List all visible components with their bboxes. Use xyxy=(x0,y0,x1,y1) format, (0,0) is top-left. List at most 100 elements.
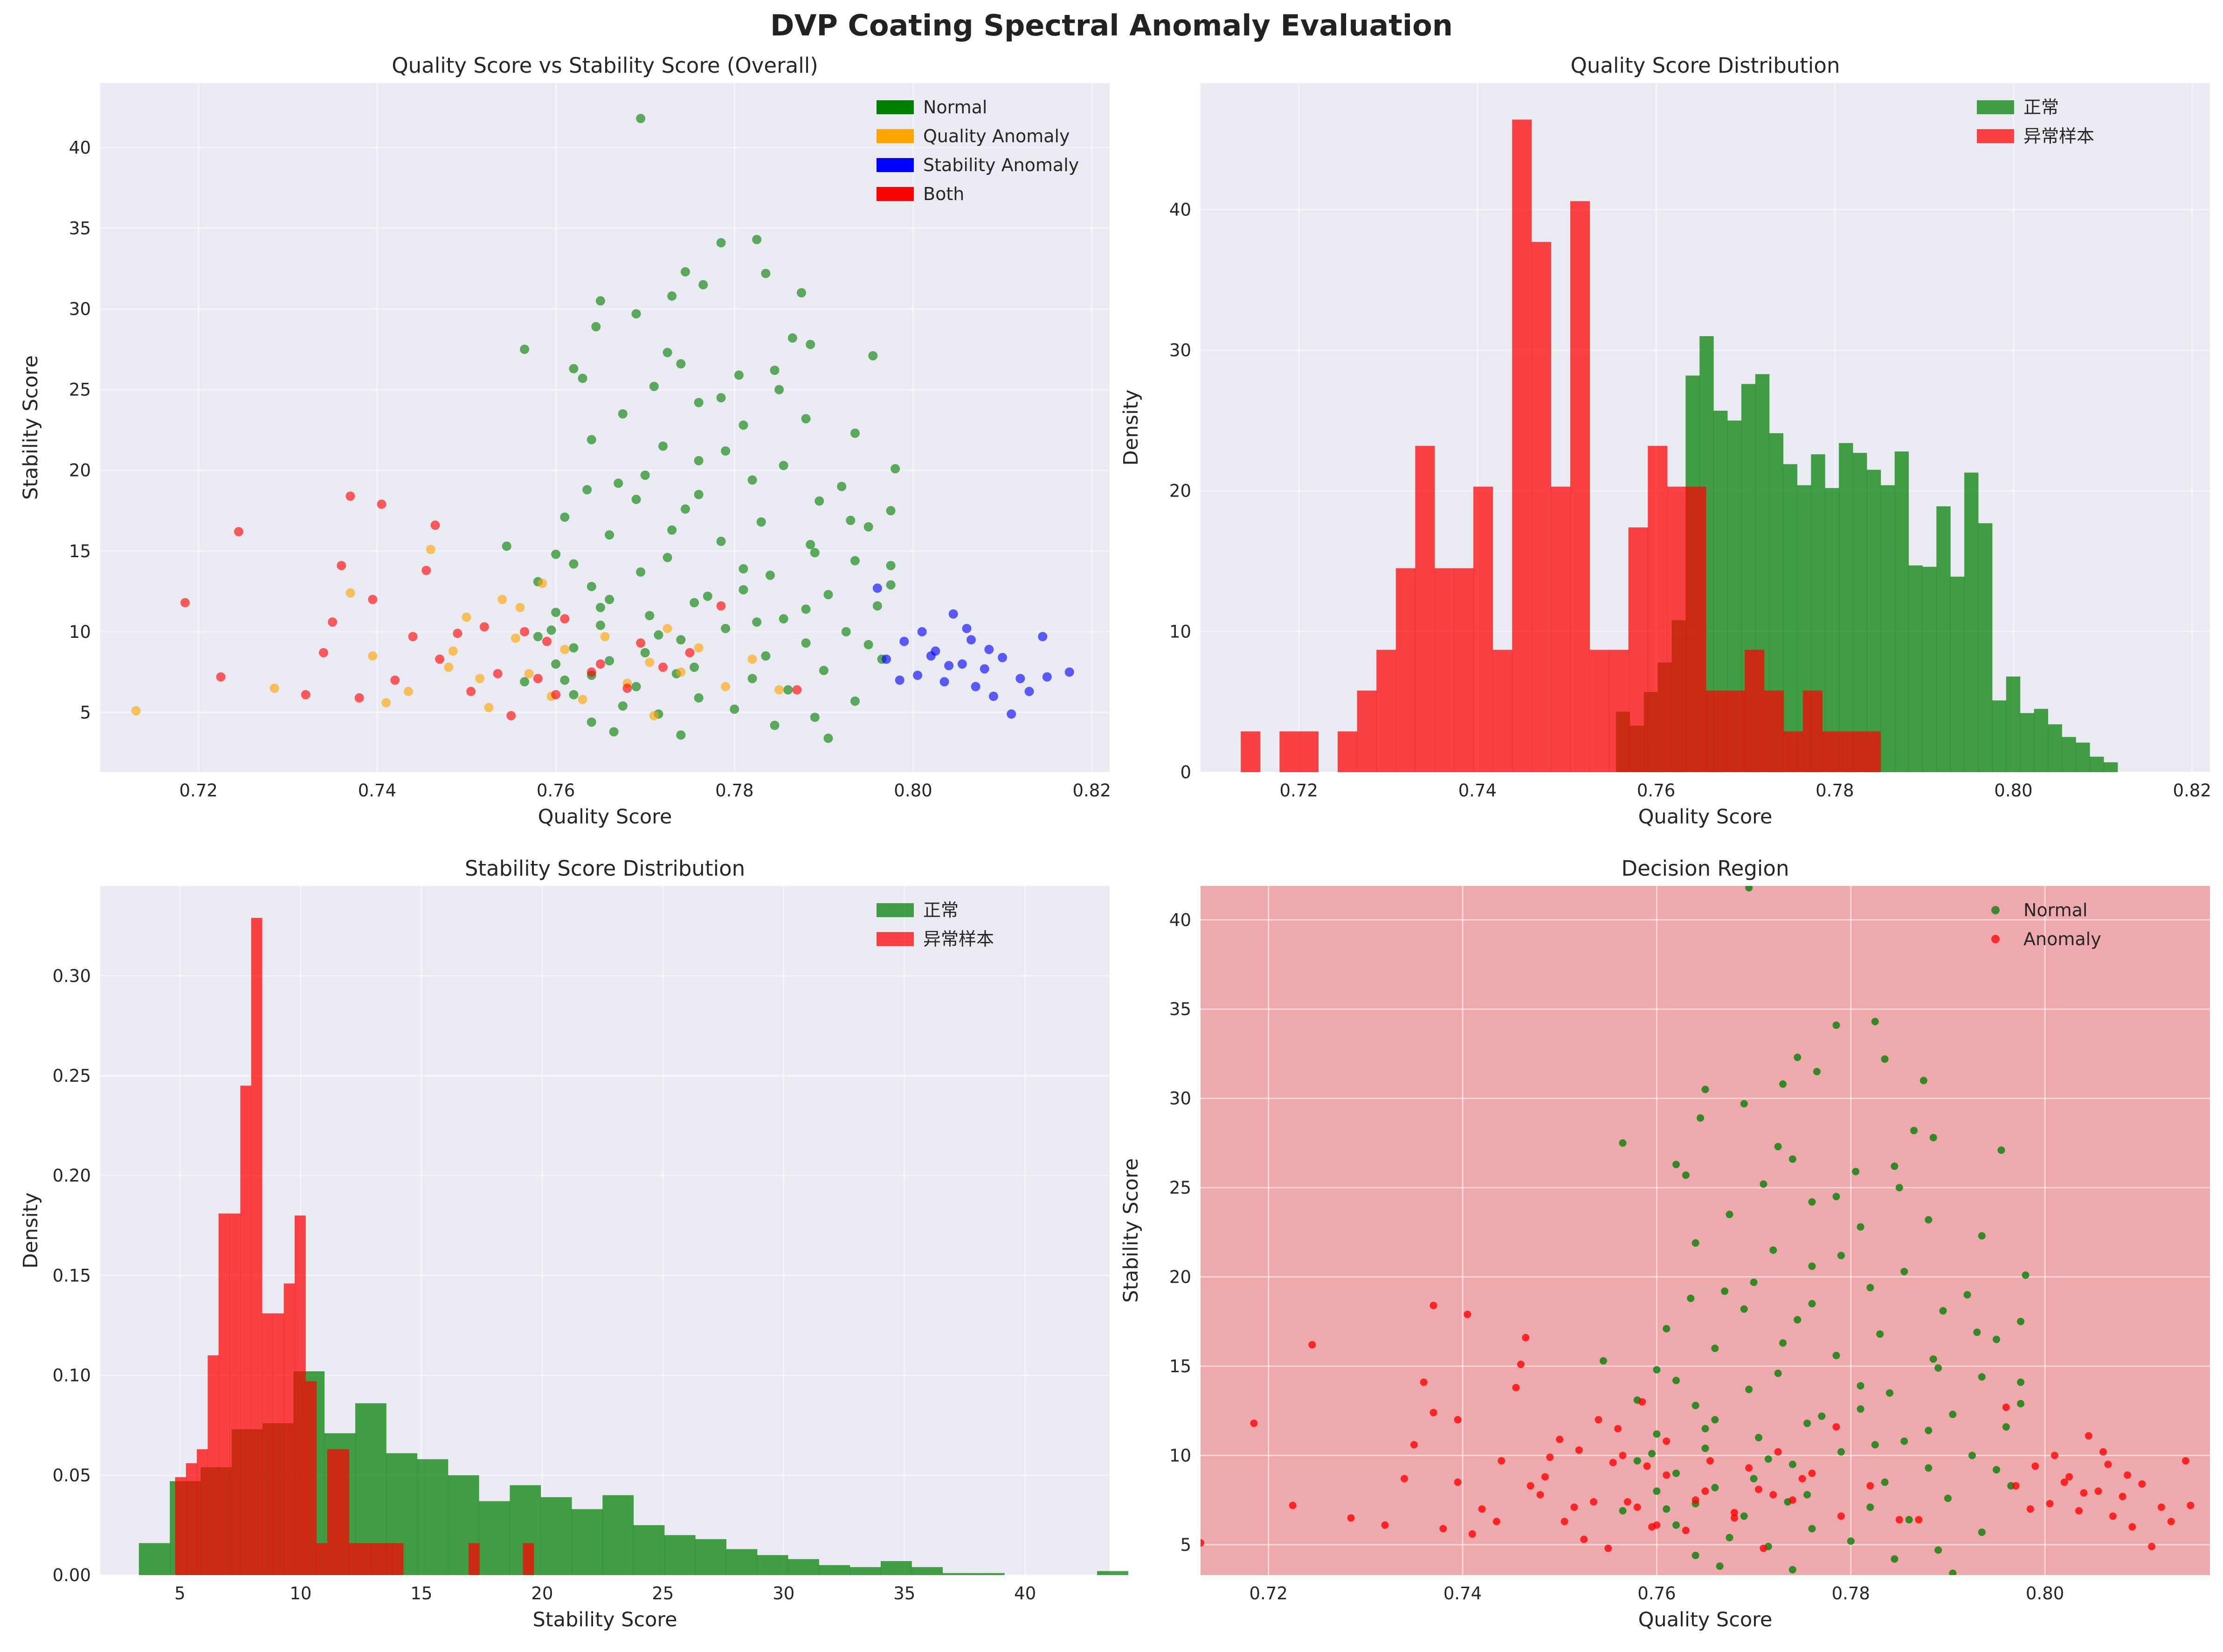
legend-swatch xyxy=(1977,129,2014,143)
y-tick-label: 35 xyxy=(1169,999,1191,1019)
x-tick-label: 35 xyxy=(893,1583,915,1604)
data-point xyxy=(1919,1077,1927,1085)
data-point xyxy=(2099,1448,2107,1456)
data-point xyxy=(716,537,726,546)
x-tick-label: 30 xyxy=(773,1583,794,1604)
y-tick-label: 15 xyxy=(1169,1356,1191,1376)
data-point xyxy=(640,648,650,657)
data-point xyxy=(595,296,605,306)
x-tick-label: 0.74 xyxy=(1443,1583,1482,1604)
histogram-bar xyxy=(1861,731,1881,772)
data-point xyxy=(739,585,748,594)
histogram-bar xyxy=(1725,691,1745,772)
histogram-bar xyxy=(240,1085,252,1575)
data-point xyxy=(1526,1482,1534,1490)
histogram-bar xyxy=(1551,486,1571,772)
legend-label: Stability Anomaly xyxy=(923,155,1079,175)
data-point xyxy=(1201,1539,1204,1547)
histogram-bar xyxy=(1667,486,1687,772)
data-point xyxy=(354,693,364,703)
histogram-bar xyxy=(1686,486,1706,772)
legend: Normal Quality Anomaly Stability Anomaly Bo… xyxy=(877,97,1079,204)
data-point xyxy=(752,617,762,627)
data-point xyxy=(1993,1466,2001,1474)
data-point xyxy=(967,635,976,645)
data-point xyxy=(774,385,784,394)
data-point xyxy=(1900,1437,1908,1445)
data-point xyxy=(1697,1114,1705,1122)
histogram-bar xyxy=(316,1543,328,1575)
data-point xyxy=(595,602,605,612)
data-point xyxy=(1716,1562,1724,1570)
data-point xyxy=(962,623,972,633)
histogram-bar xyxy=(1880,485,1895,772)
data-point xyxy=(2060,1478,2068,1486)
legend-swatch xyxy=(877,903,914,917)
histogram-bar xyxy=(1609,650,1629,772)
data-point xyxy=(944,661,954,670)
data-point xyxy=(368,651,378,661)
data-point xyxy=(1866,1482,1874,1490)
data-point xyxy=(551,659,561,669)
y-tick-label: 5 xyxy=(1180,1535,1191,1555)
data-point xyxy=(1691,1496,1699,1504)
data-point xyxy=(1730,1514,1738,1522)
histogram-bar xyxy=(1964,472,1979,772)
y-tick-label: 5 xyxy=(80,703,91,723)
data-point xyxy=(2148,1542,2156,1550)
data-point xyxy=(569,364,579,373)
histogram-bar xyxy=(1842,731,1862,772)
data-point xyxy=(1015,674,1025,684)
histogram-bar xyxy=(262,1313,273,1575)
histogram-bar xyxy=(602,1495,634,1575)
data-point xyxy=(1866,1284,1874,1292)
data-point xyxy=(1556,1435,1564,1443)
data-point xyxy=(605,594,614,604)
data-point xyxy=(1701,1445,1709,1452)
data-point xyxy=(823,590,833,600)
data-point xyxy=(2124,1471,2132,1479)
histogram-bar xyxy=(1376,650,1396,772)
data-point xyxy=(1701,1425,1709,1433)
data-point xyxy=(806,339,815,349)
data-point xyxy=(1691,1551,1699,1559)
y-tick-label: 40 xyxy=(1169,910,1191,930)
histogram-bar xyxy=(283,1283,295,1575)
data-point xyxy=(578,373,587,383)
data-point xyxy=(1818,1412,1826,1420)
x-tick-label: 0.78 xyxy=(715,781,753,801)
data-point xyxy=(787,333,797,343)
histogram-bar xyxy=(186,1463,197,1575)
data-point xyxy=(475,674,485,684)
data-point xyxy=(636,638,646,648)
data-point xyxy=(841,627,851,636)
data-point xyxy=(1522,1334,1530,1341)
data-point xyxy=(761,269,771,278)
y-tick-label: 0.25 xyxy=(53,1066,91,1086)
data-point xyxy=(1798,1475,1806,1483)
y-tick-label: 0 xyxy=(1180,762,1191,782)
data-point xyxy=(797,288,807,297)
data-point xyxy=(765,570,775,580)
data-point xyxy=(1429,1301,1437,1309)
data-point xyxy=(640,470,650,480)
legend-marker xyxy=(1991,935,2000,943)
data-point xyxy=(453,629,463,638)
data-point xyxy=(605,530,614,540)
histogram-bar xyxy=(1783,731,1803,772)
y-tick-label: 30 xyxy=(1169,340,1191,360)
y-tick-label: 0.30 xyxy=(53,966,91,986)
figure-title: DVP Coating Spectral Anomaly Evaluation xyxy=(770,8,1453,42)
x-axis-label: Quality Score xyxy=(1638,805,1773,829)
data-point xyxy=(1997,1146,2005,1154)
data-point xyxy=(1900,1268,1908,1276)
data-point xyxy=(694,643,704,653)
histogram-bar xyxy=(371,1543,382,1575)
histogram-bar xyxy=(1706,691,1726,772)
data-point xyxy=(2109,1512,2117,1520)
data-point xyxy=(872,583,882,593)
data-point xyxy=(1007,709,1016,719)
data-point xyxy=(595,659,605,669)
histogram-bar xyxy=(218,1213,230,1575)
histogram-bar xyxy=(633,1525,665,1575)
